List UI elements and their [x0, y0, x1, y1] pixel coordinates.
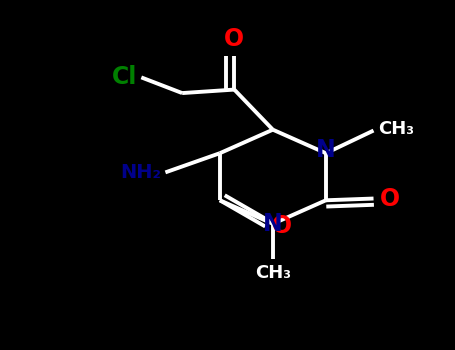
Text: N: N [263, 212, 283, 236]
Text: O: O [380, 187, 400, 211]
Text: O: O [224, 27, 244, 51]
Text: O: O [272, 215, 292, 238]
Text: CH₃: CH₃ [378, 120, 414, 138]
Text: NH₂: NH₂ [120, 163, 161, 182]
Text: N: N [316, 138, 336, 162]
Text: Cl: Cl [111, 65, 137, 89]
Text: CH₃: CH₃ [255, 264, 291, 282]
